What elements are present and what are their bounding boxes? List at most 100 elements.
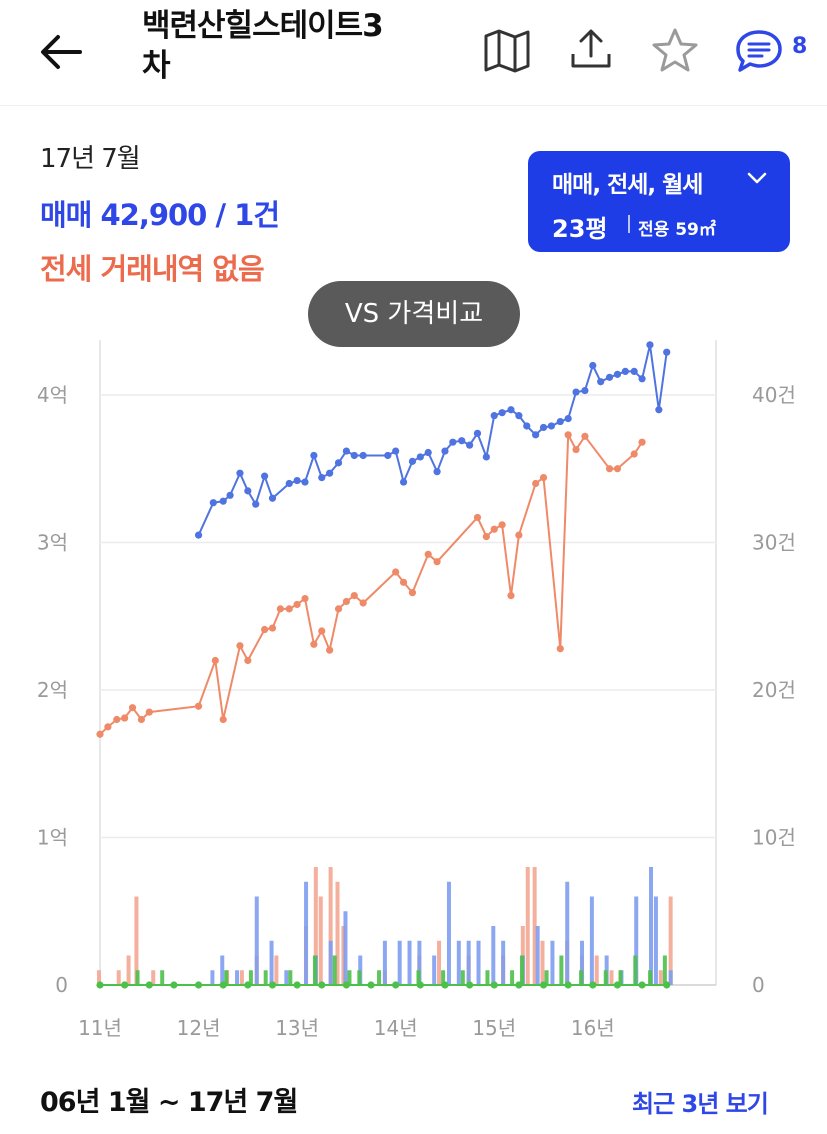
data-point <box>121 714 129 722</box>
volume-bar-sale <box>565 881 570 985</box>
data-point <box>605 465 614 473</box>
data-point <box>515 981 523 989</box>
data-point <box>104 723 112 731</box>
recent-3-years-link[interactable]: 최근 3년 보기 <box>632 1090 769 1118</box>
data-point <box>408 457 417 465</box>
volume-bar-jeonse <box>540 940 545 985</box>
volume-bar-sale <box>284 970 289 985</box>
volume-bar-sale <box>466 940 471 985</box>
data-point <box>359 451 367 460</box>
x-tick-label: 16년 <box>571 1016 615 1040</box>
volume-bar-monthly <box>288 970 293 985</box>
data-point <box>113 715 121 724</box>
data-point <box>589 981 597 989</box>
volume-bar-jeonse <box>437 940 442 985</box>
data-point <box>638 981 646 989</box>
volume-bar-monthly <box>135 970 140 985</box>
volume-bar-sale <box>235 970 240 985</box>
volume-bar-jeonse <box>594 955 599 985</box>
data-point <box>236 469 244 477</box>
volume-bar-monthly <box>485 970 490 985</box>
data-point <box>655 406 663 414</box>
data-point <box>334 605 343 613</box>
data-point <box>128 704 137 712</box>
y-left-tick-label: 3억 <box>37 531 68 555</box>
data-point <box>209 499 217 507</box>
back-arrow-icon[interactable] <box>34 24 90 80</box>
data-point <box>252 500 260 508</box>
data-point <box>597 378 605 386</box>
volume-bar-monthly <box>559 955 564 985</box>
data-point <box>260 472 269 480</box>
share-icon[interactable] <box>566 26 616 76</box>
vs-price-compare-button[interactable]: VS 가격비교 <box>308 281 520 347</box>
data-point <box>532 431 540 439</box>
data-point <box>613 370 622 378</box>
volume-bar-sale <box>649 867 654 985</box>
volume-bar-jeonse <box>658 970 663 985</box>
deal-type-filter-button[interactable]: 매매, 전세, 월세 23평 전용 59㎡ <box>528 151 790 252</box>
data-point <box>170 981 178 989</box>
data-point <box>416 453 424 461</box>
x-tick-label: 12년 <box>177 1016 221 1040</box>
data-point <box>441 981 449 989</box>
volume-bar-sale <box>397 940 402 985</box>
volume-bar-monthly <box>377 970 382 985</box>
data-point <box>318 981 326 989</box>
data-point <box>564 981 572 989</box>
comment-icon[interactable] <box>734 26 784 76</box>
data-point <box>268 981 277 989</box>
volume-bar-jeonse <box>532 867 537 985</box>
data-point <box>581 432 589 440</box>
volume-bar-sale <box>432 955 437 985</box>
page-title: 백련산힐스테이트3 차 <box>142 6 462 86</box>
volume-bar-sale <box>328 940 333 985</box>
deal-types-label: 매매, 전세, 월세 <box>552 172 703 198</box>
data-point <box>458 437 466 445</box>
data-point <box>663 348 671 356</box>
map-icon[interactable] <box>482 26 532 76</box>
data-point <box>276 605 284 613</box>
volume-bar-monthly <box>263 970 268 985</box>
data-point <box>507 592 515 600</box>
volume-bar-jeonse <box>668 896 673 985</box>
volume-bar-sale <box>634 896 639 985</box>
price-history-chart[interactable]: 0 1억 2억 3억 4억 0 10건 20건 30건 40건 11년 12년 13년 14년 15년 16년 <box>0 320 827 1050</box>
data-point <box>441 447 449 455</box>
data-point <box>260 625 269 634</box>
data-point <box>547 422 556 430</box>
y-left-tick-label: 0 <box>55 973 68 997</box>
data-point <box>285 479 293 488</box>
x-tick-label: 13년 <box>275 1016 319 1040</box>
data-point <box>490 981 498 989</box>
data-point <box>293 476 301 485</box>
volume-bar-monthly <box>224 970 229 985</box>
y-right-tick-label: 30건 <box>752 531 796 555</box>
data-point <box>244 487 252 495</box>
y-left-tick-label: 1억 <box>37 826 68 850</box>
volume-bar-sale <box>343 911 348 985</box>
volume-bar-monthly <box>633 955 638 985</box>
data-point <box>605 373 614 381</box>
volume-bar-monthly <box>603 970 608 985</box>
data-point <box>384 451 392 460</box>
data-point <box>646 341 654 349</box>
comment-count: 8 <box>792 34 808 59</box>
data-point <box>498 409 506 417</box>
volume-bar-sale <box>491 926 496 985</box>
volume-bar-sale <box>254 896 259 985</box>
data-point <box>318 627 326 635</box>
volume-bar-jeonse <box>609 970 614 985</box>
data-point <box>211 656 219 665</box>
data-point <box>613 981 622 989</box>
star-icon[interactable] <box>650 26 700 76</box>
data-point <box>350 592 358 600</box>
data-point <box>482 453 490 461</box>
data-point <box>663 981 671 989</box>
data-point <box>194 702 203 710</box>
data-point <box>318 474 326 482</box>
data-point <box>466 981 474 989</box>
data-point <box>226 491 234 499</box>
data-point <box>572 445 580 454</box>
volume-bar-jeonse <box>274 955 279 985</box>
